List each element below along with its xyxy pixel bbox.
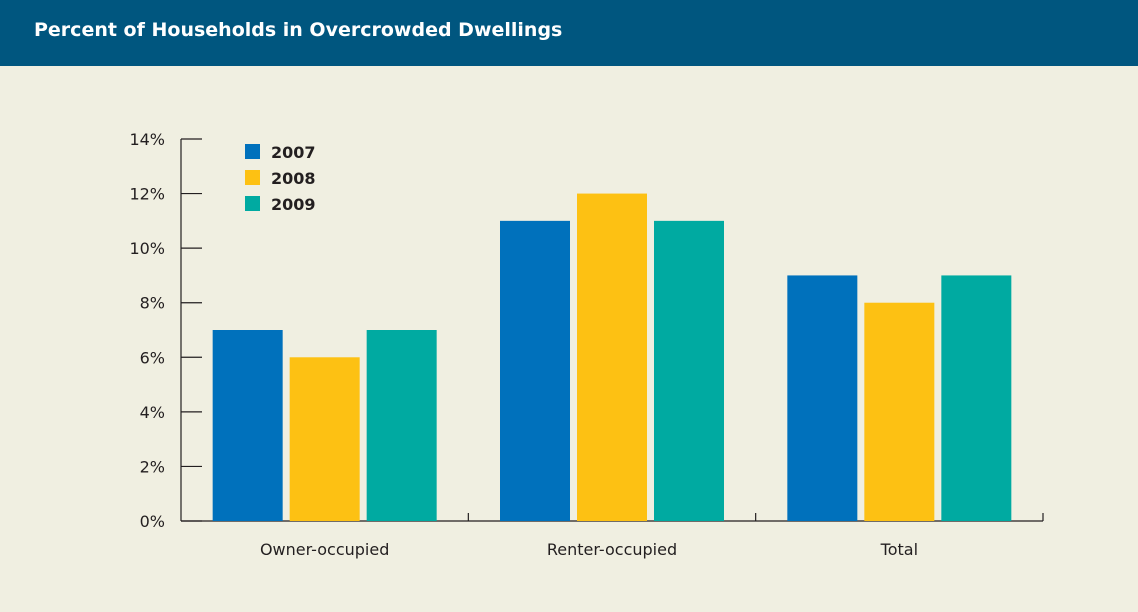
- y-tick-label: 4%: [140, 403, 165, 422]
- x-tick-label: Total: [880, 540, 918, 559]
- bar: [941, 275, 1012, 521]
- bar: [212, 330, 283, 521]
- y-tick-label: 6%: [140, 348, 165, 367]
- chart-title: Percent of Households in Overcrowded Dwe…: [34, 19, 563, 41]
- y-tick-label: 2%: [140, 457, 165, 476]
- legend-swatch: [245, 144, 260, 159]
- x-tick-label: Owner-occupied: [260, 540, 389, 559]
- y-tick-label: 14%: [129, 130, 165, 149]
- bar: [654, 220, 724, 521]
- bar: [289, 357, 360, 521]
- y-tick-label: 12%: [129, 185, 165, 204]
- legend-swatch: [245, 196, 260, 211]
- bar: [787, 275, 858, 521]
- legend-label: 2009: [271, 195, 316, 214]
- bar: [500, 220, 570, 521]
- bar: [864, 302, 935, 521]
- bar: [577, 193, 647, 522]
- legend-label: 2007: [271, 143, 316, 162]
- title-bar: Percent of Households in Overcrowded Dwe…: [0, 0, 1138, 66]
- legend-label: 2008: [271, 169, 316, 188]
- bar: [366, 330, 437, 521]
- legend-swatch: [245, 170, 260, 185]
- y-tick-label: 10%: [129, 239, 165, 258]
- x-tick-label: Renter-occupied: [547, 540, 677, 559]
- y-tick-label: 8%: [140, 294, 165, 313]
- y-tick-label: 0%: [140, 512, 165, 531]
